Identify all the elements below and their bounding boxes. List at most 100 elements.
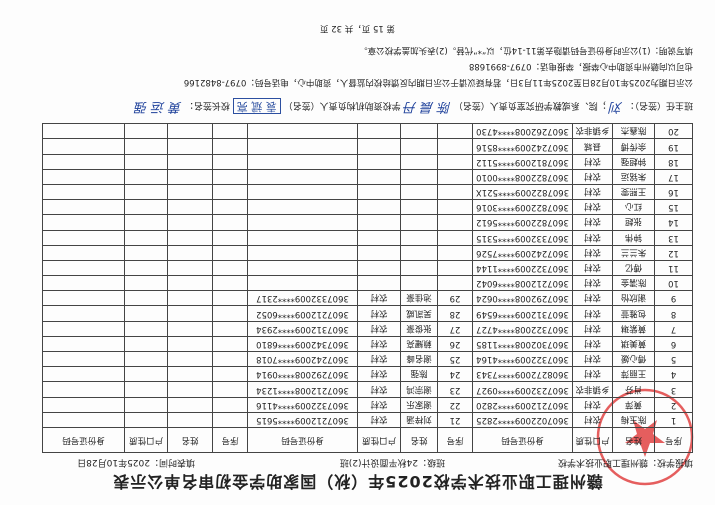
row-no <box>437 184 473 200</box>
row-no <box>212 366 248 382</box>
hukou-type <box>357 214 401 231</box>
id-number <box>42 412 125 428</box>
row-no <box>212 260 248 276</box>
hukou-type <box>124 123 168 139</box>
id-number: 360782​2008****0010 <box>472 169 573 185</box>
teacher-signature: 刘 <box>609 99 623 114</box>
hukou-type: 农村 <box>357 381 401 398</box>
table-row: 6 黄美琪 农村 360730​2008****1185 26 赖耀亮 农村 360734​2… <box>42 336 693 352</box>
student-name <box>167 199 213 215</box>
hukou-type <box>357 154 401 170</box>
id-number: 360731​2009****6549 <box>472 306 573 322</box>
table-row: 14 张超 农村 360782​2009****5612 <box>42 214 693 231</box>
student-name: 红心 <box>612 199 655 215</box>
row-no <box>212 154 248 170</box>
row-no: 15 <box>654 199 693 215</box>
id-number: 360724​2009****7526 <box>472 245 573 261</box>
page-title: 赣州理工职业技术学校2025年（秋）国家助学金初审名单公示表 <box>112 472 603 491</box>
id-number <box>42 290 125 306</box>
student-name <box>167 306 213 322</box>
row-no: 3 <box>654 381 693 398</box>
hukou-type <box>124 199 168 215</box>
table-row: 9 谢欣怡 农村 360729​2008****0624 29 池佳豪 农村 360733​2… <box>42 290 693 306</box>
student-name: 吴凯威 <box>400 306 438 322</box>
id-number: 360782​2009****3016 <box>472 199 573 215</box>
dept-label: ；院、系或教学研究室负责人（签名） <box>453 100 607 110</box>
table-row: 18 钟超强 农村 360781​2009****5112 <box>42 154 693 170</box>
hukou-type <box>124 381 168 398</box>
row-no: 27 <box>437 321 473 337</box>
hukou-type <box>357 169 401 185</box>
table-row: 11 傅亿 农村 360732​2009****1144 <box>42 260 693 276</box>
student-name: 谢名峰 <box>400 351 438 367</box>
table-row: 2 黄萍 农村 360721​2009****2820 22 谢家乐 农村 360732​20… <box>42 397 693 413</box>
student-name <box>167 138 213 155</box>
row-no <box>437 199 473 215</box>
table-row: 5 傅心媛 农村 360732​2009****4164 25 谢名峰 农村 360724​2… <box>42 351 693 367</box>
header-id: 身份证号码 <box>247 427 358 453</box>
row-no: 4 <box>654 366 693 382</box>
row-no: 14 <box>654 214 693 231</box>
student-name <box>400 245 438 261</box>
id-number <box>42 138 125 155</box>
student-name <box>167 184 213 200</box>
id-number <box>247 184 358 200</box>
row-no <box>212 123 248 139</box>
row-no <box>437 138 473 155</box>
id-number: 360732​2009****1144 <box>472 260 573 276</box>
student-name <box>400 123 438 139</box>
hukou-type <box>124 321 168 337</box>
header-name: 姓名 <box>400 427 438 453</box>
id-number: 360729​2008****0624 <box>472 290 573 306</box>
student-name <box>167 351 213 367</box>
teacher-label: 班主任（签名）： <box>625 100 693 110</box>
hukou-type: 农村 <box>572 199 613 215</box>
hukou-type: 农村 <box>357 290 401 306</box>
hukou-type <box>357 260 401 276</box>
hukou-type <box>124 412 168 428</box>
id-number: 360730​2008****1185 <box>472 336 573 352</box>
hukou-type: 农村 <box>572 154 613 170</box>
signature-line: 班主任（签名）： 刘 ；院、系或教学研究室负责人（签名） 陈 晨 丹 学校资助机… <box>3 96 693 115</box>
header-id: 身份证号码 <box>42 427 125 453</box>
student-name <box>400 154 438 170</box>
id-number <box>42 154 125 170</box>
student-name: 陈鑫杰 <box>612 123 655 139</box>
hukou-type: 农村 <box>572 351 613 367</box>
id-number <box>42 230 125 246</box>
row-no <box>212 412 248 428</box>
hukou-type: 农村 <box>572 306 613 322</box>
student-name: 赖耀亮 <box>400 336 438 352</box>
row-no <box>212 199 248 215</box>
row-no: 8 <box>654 306 693 322</box>
notice-line: 也可以向赣州市资助中心举报，举报电话：0797-8991688 <box>468 61 693 71</box>
row-no: 5 <box>654 351 693 367</box>
row-no <box>212 336 248 352</box>
id-number <box>42 351 125 367</box>
student-name <box>400 214 438 231</box>
id-number: 360732​2009****4116 <box>247 397 358 413</box>
row-no: 12 <box>654 245 693 261</box>
row-no <box>212 351 248 367</box>
student-name: 钟伟 <box>612 230 655 246</box>
table-row: 10 陈濡金 农村 360721​2008****6042 <box>42 275 693 291</box>
row-no <box>437 214 473 231</box>
id-number: 360732​2009****4164 <box>472 351 573 367</box>
row-no: 20 <box>654 123 693 139</box>
student-name: 黄萍 <box>612 397 655 413</box>
hukou-type <box>124 184 168 200</box>
row-no: 10 <box>654 275 693 291</box>
hukou-type <box>124 230 168 246</box>
student-name: 谢家乐 <box>400 397 438 413</box>
hukou-type: 农村 <box>357 412 401 428</box>
header-hukou: 户口性质 <box>357 427 401 453</box>
principal-signature: 黄 运 强 <box>134 99 183 114</box>
hukou-type <box>124 366 168 382</box>
header-id: 身份证号码 <box>472 427 573 453</box>
row-no <box>212 306 248 322</box>
page-number: 第 15 页，共 32 页 <box>320 23 395 33</box>
row-no <box>212 138 248 155</box>
hukou-type <box>357 123 401 139</box>
student-name: 余传博 <box>612 138 655 155</box>
id-number: 360782​2009****521X <box>472 184 573 200</box>
